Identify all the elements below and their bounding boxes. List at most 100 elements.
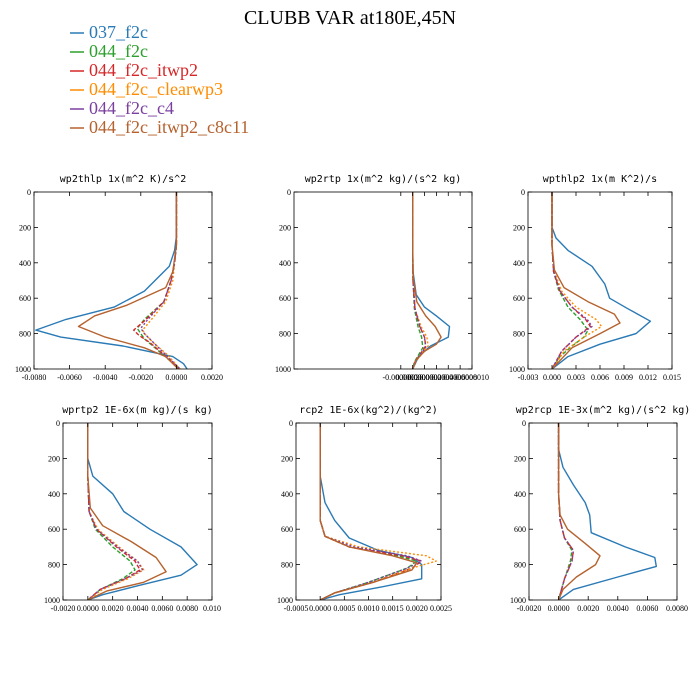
x-tick-label: 0.0000 [77, 604, 99, 613]
x-tick-label: 0.010 [203, 604, 221, 613]
panel: rcp2 1E-6x(kg^2)/(kg^2)-0.0005 0.0000 0.00… [277, 405, 452, 613]
series-line [87, 423, 198, 600]
panel-title: rcp2 1E-6x(kg^2)/(kg^2) [299, 405, 437, 416]
y-tick-label: 600 [19, 294, 31, 303]
series-line [87, 423, 141, 600]
series-line [551, 192, 589, 369]
series-line [551, 192, 603, 369]
x-tick-label: 0.000 [543, 373, 561, 382]
y-tick-label: 600 [514, 525, 526, 534]
x-tick-label: 0.0060 [151, 604, 173, 613]
series-line [551, 192, 652, 369]
series-line [35, 192, 188, 369]
series-line [136, 192, 181, 369]
legend-entry: 044_f2c_itwp2_c8c11 [89, 117, 249, 137]
x-tick-label: -0.0020 [128, 373, 153, 382]
y-tick-label: 0 [521, 188, 525, 197]
series-line [319, 423, 418, 600]
series-line [557, 423, 657, 600]
series-line [319, 423, 437, 600]
x-tick-label: 0.0005 [333, 604, 355, 613]
legend-entry: 044_f2c_c4 [89, 98, 174, 118]
x-tick-label: 0.0025 [430, 604, 452, 613]
y-tick-label: 800 [281, 561, 293, 570]
plot-frame [33, 191, 213, 370]
legend: 037_f2c044_f2c044_f2c_itwp2044_f2c_clear… [70, 22, 249, 137]
x-tick-label: 0.0000008 [443, 373, 477, 382]
x-tick-label: 0.012 [639, 373, 657, 382]
y-tick-label: 400 [19, 259, 31, 268]
y-tick-label: 800 [513, 330, 525, 339]
series-line [141, 192, 181, 369]
y-tick-label: 600 [513, 294, 525, 303]
x-tick-label: 0.0000006 [431, 373, 465, 382]
x-tick-label: -0.0080 [22, 373, 47, 382]
x-tick-label: 0.0000 [309, 604, 331, 613]
x-tick-label: 0.015 [663, 373, 681, 382]
series-line [319, 423, 423, 600]
y-tick-label: 800 [48, 561, 60, 570]
panel-title: wp2rcp 1E-3x(m^2 kg)/(s^2 kg) [516, 405, 691, 416]
x-tick-label: 0.009 [615, 373, 633, 382]
plot-frame [293, 191, 473, 370]
y-tick-label: 0 [56, 419, 60, 428]
series-line [77, 192, 179, 369]
series-line [557, 423, 573, 600]
x-tick-label: 0.0010 [358, 604, 380, 613]
plot-frame [295, 422, 442, 601]
x-tick-label: 0.0000004 [419, 373, 453, 382]
y-tick-label: 200 [513, 223, 525, 232]
y-tick-label: 200 [514, 454, 526, 463]
y-tick-label: 1000 [510, 596, 526, 605]
x-tick-label: -0.0040 [93, 373, 118, 382]
plot-frame [528, 422, 678, 601]
x-tick-label: 0.0000 [165, 373, 187, 382]
series-line [551, 192, 593, 369]
panels: wp2thlp 1x(m^2 K)/s^2 -0.0080 -0.0060 -0.00… [15, 174, 690, 613]
series-line [319, 423, 423, 600]
y-tick-label: 200 [281, 454, 293, 463]
x-tick-label: 0.003 [567, 373, 585, 382]
x-tick-label: 0.0015 [382, 604, 404, 613]
x-tick-label: 0.0040 [127, 604, 149, 613]
x-tick-label: -0.003 [518, 373, 539, 382]
x-tick-label: 0.0000002 [408, 373, 442, 382]
panel: wpthlp2 1x(m K^2)/s -0.003 0.000 0.003 0.006… [509, 174, 681, 382]
series-line [412, 192, 427, 369]
x-tick-label: 0.0000000 [396, 373, 430, 382]
legend-entry: 037_f2c [89, 22, 148, 42]
panel-title: wp2rtp 1x(m^2 kg)/(s^2 kg) [305, 174, 462, 185]
y-tick-label: 1000 [275, 365, 291, 374]
series-line [87, 423, 145, 600]
series-line [412, 192, 442, 369]
y-tick-label: 400 [513, 259, 525, 268]
panel: wprtp2 1E-6x(m kg)/(s kg)-0.0020 0.0000 0.… [44, 405, 221, 613]
y-tick-label: 0 [289, 419, 293, 428]
x-tick-label: 0.0000010 [455, 373, 489, 382]
series-line [551, 192, 621, 369]
series-line [412, 192, 424, 369]
y-tick-label: 0 [27, 188, 31, 197]
x-tick-label: -0.0000002 [382, 373, 419, 382]
panel-title: wprtp2 1E-6x(m kg)/(s kg) [62, 405, 213, 416]
y-tick-label: 600 [279, 294, 291, 303]
y-tick-label: 400 [48, 490, 60, 499]
y-tick-label: 1000 [15, 365, 31, 374]
x-tick-label: 0.0020 [201, 373, 223, 382]
figure-title: CLUBB VAR at180E,45N [244, 7, 456, 29]
panel: wp2rcp 1E-3x(m^2 kg)/(s^2 kg) -0.0020 0.00… [510, 405, 690, 613]
series-line [140, 192, 181, 369]
y-tick-label: 800 [279, 330, 291, 339]
panel-title: wpthlp2 1x(m K^2)/s [543, 174, 657, 185]
legend-entry: 044_f2c_clearwp3 [89, 79, 223, 99]
panel-title: wp2thlp 1x(m^2 K)/s^2 [60, 174, 186, 185]
panel: wp2rtp 1x(m^2 kg)/(s^2 kg)-0.00000020.00… [275, 174, 489, 382]
x-tick-label: -0.0020 [51, 604, 76, 613]
x-tick-label: -0.0020 [517, 604, 542, 613]
x-tick-label: 0.0020 [102, 604, 124, 613]
x-tick-label: -0.0005 [284, 604, 309, 613]
y-tick-label: 1000 [277, 596, 293, 605]
x-tick-label: -0.0060 [57, 373, 82, 382]
y-tick-label: 800 [514, 561, 526, 570]
series-line [412, 192, 451, 369]
